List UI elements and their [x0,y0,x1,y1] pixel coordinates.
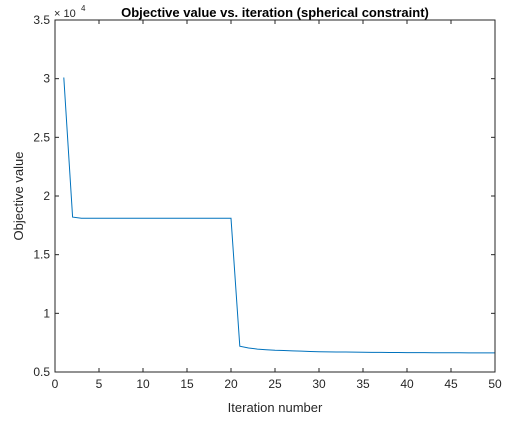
chart-title: Objective value vs. iteration (spherical… [121,5,429,20]
x-tick-label: 30 [312,377,326,391]
x-tick-label: 40 [400,377,414,391]
x-tick-label: 10 [136,377,150,391]
x-tick-label: 20 [224,377,238,391]
y-exponent-base: × 10 [54,8,76,20]
x-tick-label: 45 [444,377,458,391]
y-tick-label: 1 [43,306,50,320]
y-tick-label: 0.5 [33,365,50,379]
axes-box [54,19,496,373]
y-tick-label: 3 [43,72,50,86]
y-tick-label: 1.5 [33,248,50,262]
x-tick-label: 0 [52,377,59,391]
series-line [63,77,495,354]
y-tick-label: 2 [43,189,50,203]
x-axis-ticks: 0 5 10 15 20 25 30 35 40 45 50 [52,20,502,391]
plot-area [55,20,495,372]
y-exponent-power: 4 [81,4,86,13]
x-tick-label: 50 [488,377,502,391]
x-tick-label: 5 [96,377,103,391]
y-tick-label: 2.5 [33,130,50,144]
x-tick-label: 25 [268,377,282,391]
y-axis-label: Objective value [11,152,26,241]
y-tick-label: 3.5 [33,13,50,27]
x-tick-label: 35 [356,377,370,391]
x-axis-label: Iteration number [228,400,323,415]
x-tick-label: 15 [180,377,194,391]
